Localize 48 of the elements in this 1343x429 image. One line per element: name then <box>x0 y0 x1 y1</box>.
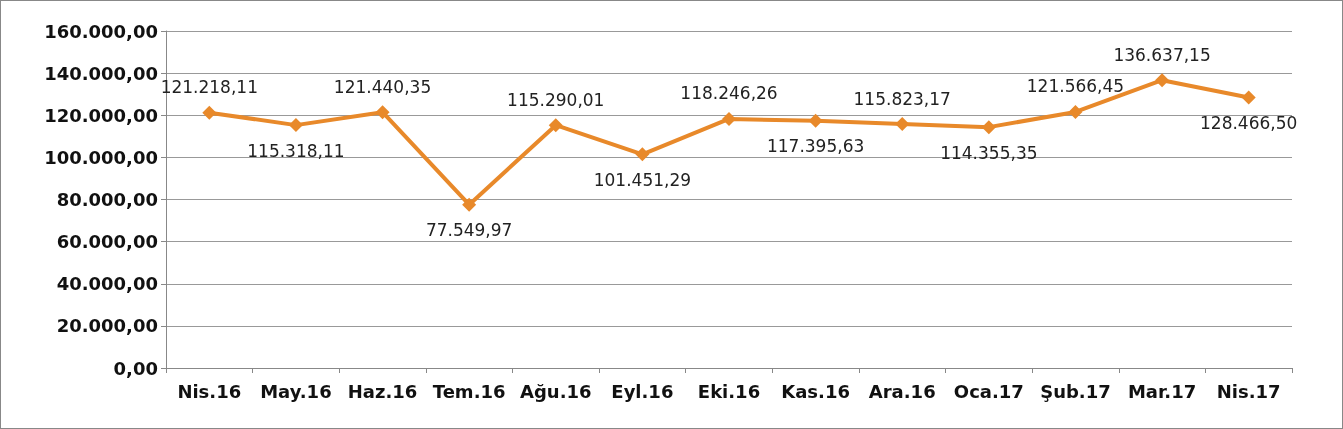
data-label: 121.218,11 <box>160 77 258 98</box>
data-label: 115.823,17 <box>853 88 951 109</box>
data-label: 101.451,29 <box>593 169 692 190</box>
data-label: 128.466,50 <box>1200 112 1298 133</box>
data-label: 115.318,11 <box>247 140 345 161</box>
point <box>548 118 563 133</box>
x-tick-label: May.16 <box>260 380 332 402</box>
point <box>288 118 303 133</box>
y-tick-label: 80.000,00 <box>56 189 158 210</box>
point <box>895 117 910 132</box>
x-tick-label: Nis.17 <box>1216 380 1281 402</box>
x-tick-label: Kas.16 <box>781 380 850 402</box>
y-tick-label: 60.000,00 <box>56 231 158 253</box>
point <box>635 147 650 162</box>
x-tick-label: Tem.16 <box>432 380 506 402</box>
y-tick-label: 120.000,00 <box>44 104 158 126</box>
x-tick-label: Nis.16 <box>177 380 242 402</box>
x-tick-label: Eki.16 <box>697 380 761 402</box>
data-label: 115.290,01 <box>507 89 605 110</box>
data-label: 117.395,63 <box>766 136 865 157</box>
x-tick-label: Ağu.16 <box>520 380 592 402</box>
point <box>462 197 477 212</box>
x-tick-label: Ara.16 <box>868 380 936 402</box>
data-label: 136.637,15 <box>1113 44 1211 65</box>
y-tick-label: 0,00 <box>113 357 158 379</box>
point <box>202 105 217 120</box>
y-tick-label: 140.000,00 <box>44 62 158 84</box>
x-tick-label: Eyl.16 <box>611 380 674 402</box>
data-label: 121.566,45 <box>1026 76 1125 97</box>
x-tick-label: Şub.17 <box>1040 380 1111 402</box>
data-label: 114.355,35 <box>940 142 1038 163</box>
x-tick-label: Haz.16 <box>347 380 418 402</box>
point <box>1155 73 1170 88</box>
point <box>375 105 390 120</box>
x-tick-label: Mar.17 <box>1127 380 1197 402</box>
data-label: 118.246,26 <box>680 83 778 104</box>
data-label: 77.549,97 <box>425 220 513 241</box>
y-tick-label: 100.000,00 <box>44 146 158 168</box>
y-tick-label: 40.000,00 <box>56 273 158 295</box>
point <box>1068 104 1083 119</box>
point <box>1241 90 1256 105</box>
y-tick-label: 20.000,00 <box>56 315 158 337</box>
y-tick-label: 160.000,00 <box>44 20 158 42</box>
data-label: 121.440,35 <box>333 76 432 97</box>
point <box>808 113 823 128</box>
point <box>722 111 736 126</box>
x-tick-label: Oca.17 <box>953 380 1024 402</box>
point <box>981 120 996 135</box>
